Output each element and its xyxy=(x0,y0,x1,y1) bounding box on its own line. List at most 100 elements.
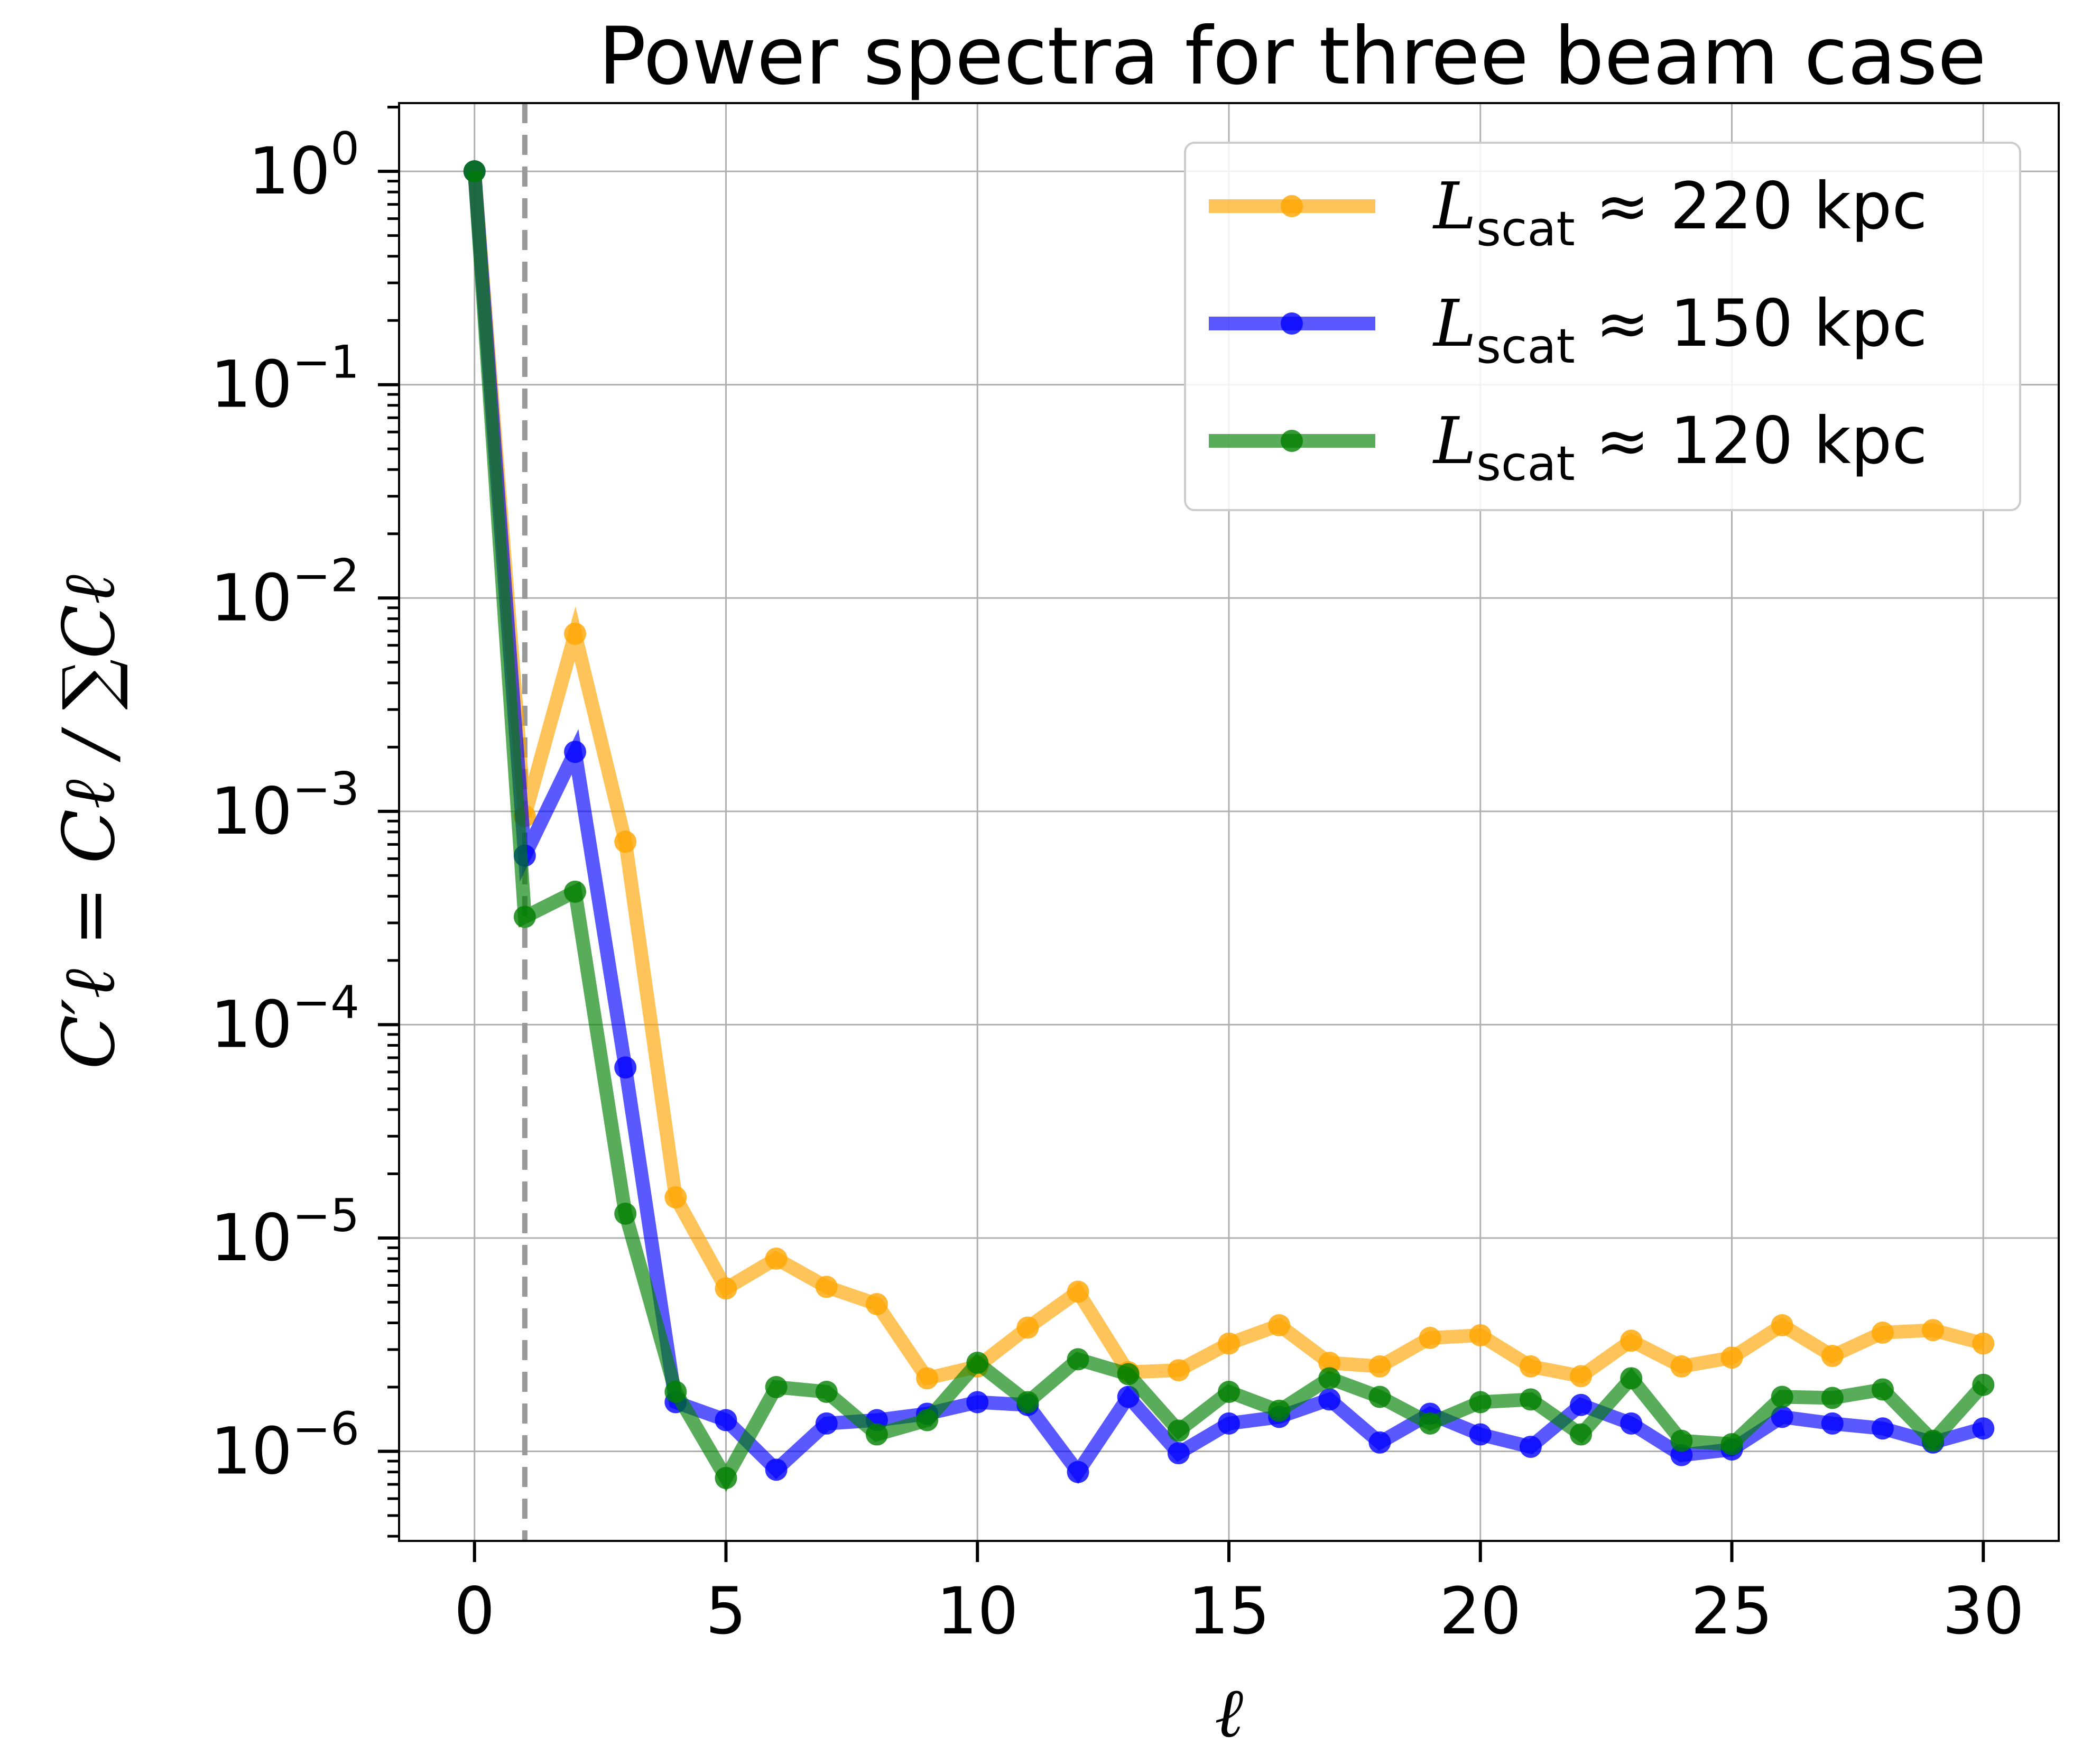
data-point xyxy=(1419,1327,1441,1350)
data-point xyxy=(865,1423,888,1446)
y-tick-label: 10−6 xyxy=(210,1403,359,1489)
data-point xyxy=(664,1381,687,1403)
legend-marker-swatch xyxy=(1281,430,1303,452)
data-point xyxy=(564,880,587,903)
data-point xyxy=(765,1248,788,1270)
data-point xyxy=(1469,1324,1492,1346)
data-point xyxy=(1871,1417,1894,1440)
legend-entry: Lscat ≈ 220 kpc xyxy=(1209,169,1927,257)
legend-box xyxy=(1184,142,2021,511)
data-point xyxy=(1067,1280,1089,1303)
data-point xyxy=(614,830,637,853)
data-point xyxy=(1469,1391,1492,1414)
x-tick-label: 15 xyxy=(1188,1574,1270,1649)
series-3 xyxy=(463,160,1995,1492)
data-point xyxy=(815,1412,838,1435)
data-point xyxy=(664,1186,687,1209)
data-point xyxy=(1067,1461,1089,1483)
data-point xyxy=(1218,1381,1240,1403)
data-point xyxy=(1771,1386,1793,1408)
data-point xyxy=(1519,1435,1542,1458)
data-point xyxy=(1519,1388,1542,1411)
data-point xyxy=(1218,1412,1240,1435)
y-tick-label: 10−2 xyxy=(210,549,359,635)
data-point xyxy=(1620,1412,1643,1435)
y-tick-label: 10−3 xyxy=(210,763,359,849)
y-tick-label: 10−1 xyxy=(210,336,359,422)
data-point xyxy=(1167,1442,1190,1465)
legend-marker-swatch xyxy=(1281,195,1303,217)
data-point xyxy=(1570,1393,1593,1416)
data-point xyxy=(1117,1386,1140,1408)
data-point xyxy=(865,1292,888,1315)
grid-lines xyxy=(399,103,2059,1541)
data-point xyxy=(1821,1387,1844,1409)
legend: Lscat ≈ 220 kpc Lscat ≈ 150 kpc Lscat ≈ 12… xyxy=(1184,142,2021,511)
data-point xyxy=(1620,1367,1643,1390)
y-axis-label-text: C′ℓ = Cℓ / ∑Cℓ xyxy=(48,575,131,1069)
axis-ticks xyxy=(378,106,1985,1562)
data-point xyxy=(1570,1423,1593,1446)
data-point xyxy=(1218,1332,1240,1355)
data-point xyxy=(1368,1355,1391,1378)
data-point xyxy=(1570,1365,1593,1388)
data-point xyxy=(1670,1429,1693,1452)
data-point xyxy=(1871,1322,1894,1344)
x-axis-label: ℓ xyxy=(1215,1673,1243,1753)
legend-label: Lscat ≈ 120 kpc xyxy=(1432,403,1927,492)
data-point xyxy=(765,1376,788,1399)
legend-label: Lscat ≈ 150 kpc xyxy=(1432,286,1927,374)
y-axis-label: C′ℓ = Cℓ / ∑Cℓ xyxy=(48,575,131,1069)
data-point xyxy=(1670,1355,1693,1378)
legend-label: Lscat ≈ 220 kpc xyxy=(1432,169,1927,257)
data-point xyxy=(1016,1316,1039,1339)
y-tick-label: 10−4 xyxy=(210,976,359,1062)
data-point xyxy=(815,1381,838,1403)
legend-marker-swatch xyxy=(1281,312,1303,335)
data-point xyxy=(1117,1363,1140,1386)
data-point xyxy=(1167,1359,1190,1382)
data-point xyxy=(715,1466,737,1489)
series-group xyxy=(463,160,1995,1492)
data-point xyxy=(1620,1329,1643,1352)
data-point xyxy=(1067,1348,1089,1371)
x-tick-label: 5 xyxy=(706,1574,747,1649)
data-point xyxy=(1419,1412,1441,1435)
data-point xyxy=(1318,1367,1341,1390)
data-point xyxy=(1268,1399,1291,1422)
data-point xyxy=(966,1391,989,1414)
data-point xyxy=(1368,1431,1391,1454)
data-point xyxy=(1720,1346,1743,1369)
data-point xyxy=(1016,1391,1039,1414)
data-point xyxy=(815,1276,838,1298)
data-point xyxy=(916,1409,939,1431)
data-point xyxy=(1318,1388,1341,1411)
data-point xyxy=(1368,1386,1391,1408)
data-point xyxy=(1972,1332,1995,1355)
data-point xyxy=(463,160,486,183)
x-tick-label: 25 xyxy=(1691,1574,1773,1649)
x-tick-label: 30 xyxy=(1942,1574,2024,1649)
y-tick-label: 100 xyxy=(248,123,359,209)
series-1 xyxy=(463,160,1995,1390)
data-point xyxy=(715,1277,737,1300)
data-point xyxy=(916,1367,939,1390)
axis-tick-labels: 0 5 10 15 20 25 30 100 10−1 10−2 10−3 10−4 10−5 10−6 xyxy=(210,123,2024,1649)
data-point xyxy=(1821,1412,1844,1435)
data-point xyxy=(1871,1378,1894,1401)
legend-entry: Lscat ≈ 150 kpc xyxy=(1209,286,1927,374)
x-tick-label: 10 xyxy=(937,1574,1019,1649)
data-point xyxy=(1922,1319,1945,1342)
data-point xyxy=(715,1409,737,1431)
data-point xyxy=(765,1458,788,1481)
data-point xyxy=(1821,1345,1844,1368)
data-point xyxy=(1972,1373,1995,1396)
data-point xyxy=(1519,1355,1542,1378)
y-tick-label: 10−5 xyxy=(210,1189,359,1276)
data-point xyxy=(614,1202,637,1225)
data-point xyxy=(1167,1419,1190,1442)
data-point xyxy=(564,622,587,645)
data-point xyxy=(1972,1417,1995,1440)
chart-title: Power spectra for three beam case xyxy=(598,11,1986,103)
